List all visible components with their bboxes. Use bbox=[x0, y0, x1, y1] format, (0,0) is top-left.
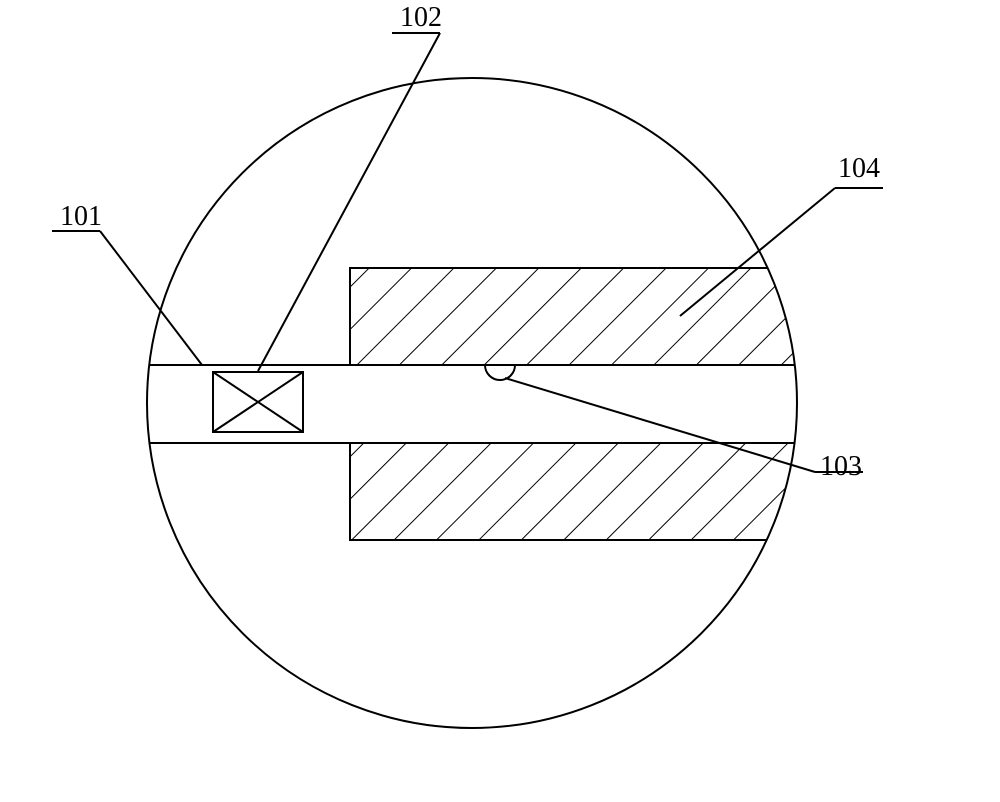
label-104: 104 bbox=[838, 153, 880, 184]
label-101: 101 bbox=[60, 201, 102, 232]
leader-lines bbox=[100, 33, 835, 472]
technical-diagram: 101 102 103 104 bbox=[0, 0, 1000, 802]
labels: 101 102 103 104 bbox=[60, 2, 880, 482]
leader-line bbox=[100, 231, 202, 365]
notch bbox=[485, 365, 515, 380]
label-102: 102 bbox=[400, 2, 442, 33]
label-103: 103 bbox=[820, 451, 862, 482]
detail-circle bbox=[147, 78, 797, 728]
hatched-block-bottom bbox=[350, 443, 795, 540]
hatched-block-top bbox=[350, 268, 795, 365]
